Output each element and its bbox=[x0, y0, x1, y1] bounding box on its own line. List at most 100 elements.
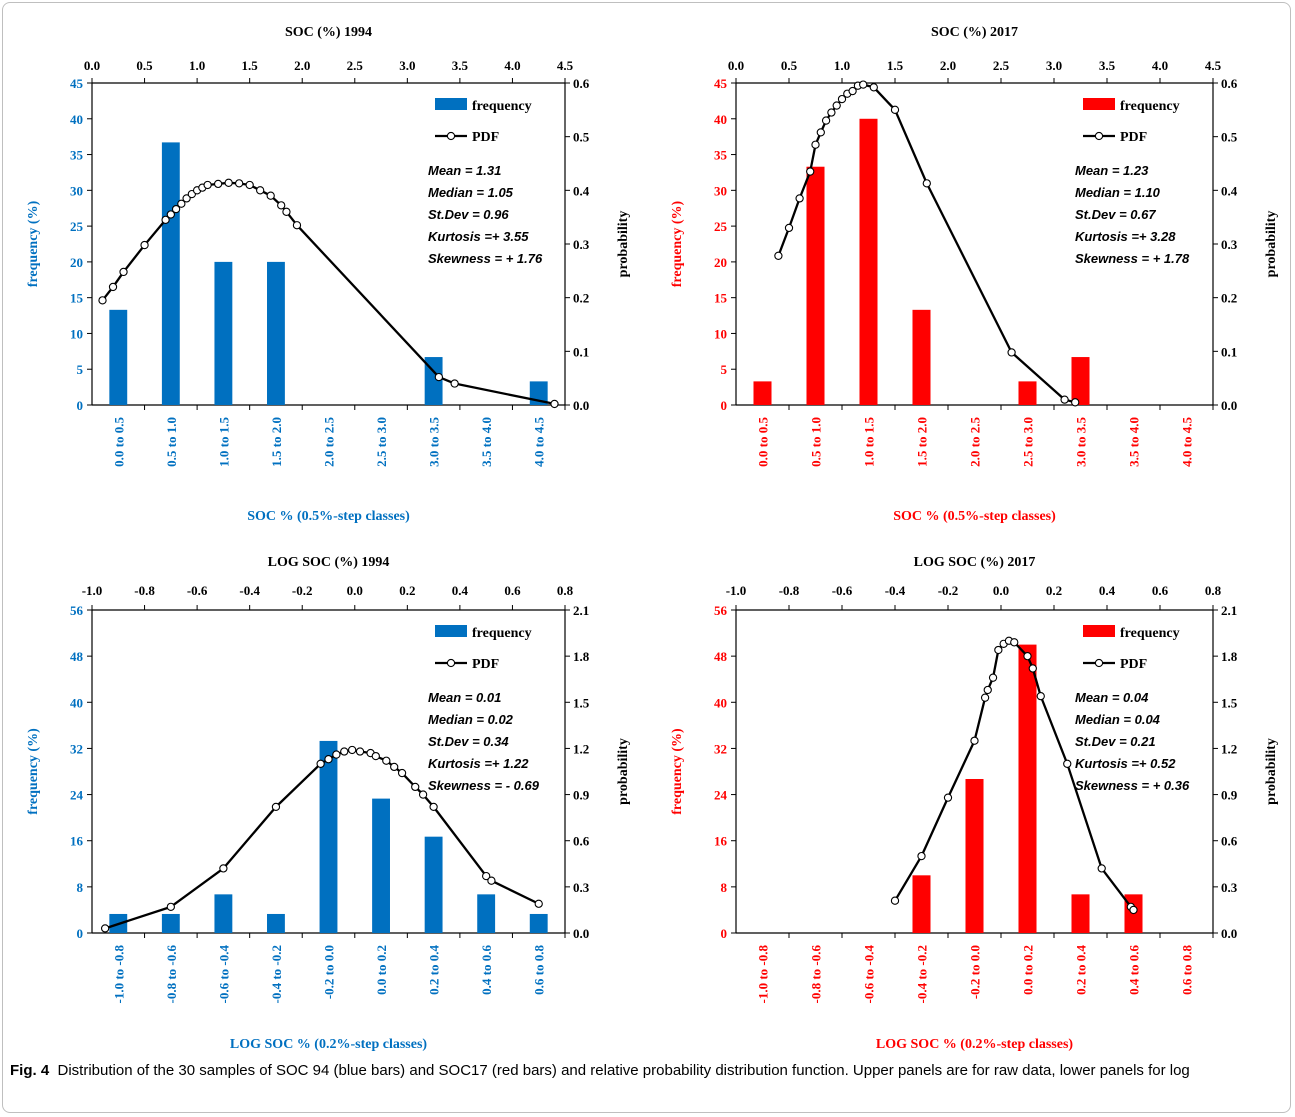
y-tick-label: 30 bbox=[70, 183, 83, 198]
x-tick-label: 1.0 to 1.5 bbox=[862, 417, 877, 467]
x-tick-label: 3.0 to 3.5 bbox=[1074, 417, 1089, 467]
bar bbox=[912, 309, 931, 405]
x2-tick-label: 0.5 bbox=[136, 58, 153, 73]
x2-tick-label: 4.5 bbox=[557, 58, 574, 73]
y2-tick-label: 1.8 bbox=[1221, 649, 1238, 664]
y2-axis-label: probability bbox=[616, 738, 631, 805]
x-tick-label: 0.0 to 0.2 bbox=[374, 945, 389, 995]
x-tick-label: -0.2 to 0.0 bbox=[322, 945, 337, 999]
x-tick-label: 0.6 to 0.8 bbox=[532, 945, 547, 995]
y2-tick-label: 1.2 bbox=[1221, 741, 1237, 756]
pdf-point bbox=[429, 802, 438, 812]
pdf-point bbox=[292, 221, 302, 230]
bar bbox=[1071, 894, 1090, 933]
x2-tick-label: 3.5 bbox=[452, 58, 469, 73]
pdf-point bbox=[816, 128, 825, 137]
chart-title: LOG SOC (%) 2017 bbox=[914, 555, 1036, 570]
stats-line: Median = 0.04 bbox=[1075, 712, 1161, 727]
pdf-point bbox=[988, 673, 998, 682]
y2-tick-label: 0.3 bbox=[573, 237, 590, 252]
y-tick-label: 0 bbox=[77, 926, 84, 941]
stats-line: Median = 0.02 bbox=[428, 712, 514, 727]
pdf-point bbox=[848, 86, 857, 96]
x2-tick-label: 3.0 bbox=[1046, 58, 1062, 73]
x-tick-label: 0.2 to 0.4 bbox=[1074, 945, 1089, 995]
y2-tick-label: 0.2 bbox=[573, 291, 589, 306]
bar bbox=[319, 740, 338, 933]
y2-tick-label: 1.5 bbox=[573, 695, 590, 710]
y-tick-label: 16 bbox=[70, 834, 84, 849]
y2-tick-label: 0.0 bbox=[1221, 926, 1237, 941]
x2-tick-label: 4.0 bbox=[504, 58, 520, 73]
x-tick-label: 3.5 to 4.0 bbox=[1127, 417, 1142, 467]
pdf-point bbox=[119, 267, 128, 277]
y-tick-label: 8 bbox=[77, 880, 84, 895]
bar bbox=[1071, 357, 1090, 405]
bar bbox=[1018, 644, 1037, 933]
pdf-point bbox=[983, 685, 992, 695]
chart-panel-3: LOG SOC (%) 1994 0 8 16 24 32 40 48 56 0.0 0.3 0.6 0… bbox=[26, 555, 631, 1052]
legend-line-label: PDF bbox=[1120, 130, 1147, 145]
pdf-point bbox=[245, 180, 254, 190]
pdf-point bbox=[922, 179, 931, 188]
stats-line: Kurtosis =+ 3.55 bbox=[428, 229, 529, 244]
x-tick-label: 0.2 to 0.4 bbox=[427, 945, 442, 995]
x-tick-label: 1.0 to 1.5 bbox=[216, 417, 231, 467]
bar bbox=[753, 381, 772, 405]
x2-tick-label: 2.5 bbox=[347, 58, 364, 73]
y-tick-label: 48 bbox=[714, 649, 728, 664]
stats-line: Kurtosis =+ 0.52 bbox=[1075, 756, 1176, 771]
pdf-point bbox=[534, 899, 543, 908]
y-tick-label: 5 bbox=[77, 362, 84, 377]
y-tick-label: 20 bbox=[70, 255, 83, 270]
legend-bar-swatch bbox=[1083, 625, 1115, 637]
y-tick-label: 24 bbox=[714, 788, 728, 803]
x-tick-label: -1.0 to -0.8 bbox=[756, 945, 771, 1004]
pdf-point bbox=[837, 94, 847, 104]
y-tick-label: 16 bbox=[714, 834, 728, 849]
pdf-point bbox=[347, 745, 357, 755]
stats-line: Skewness = - 0.69 bbox=[428, 778, 540, 793]
x-axis-label: SOC % (0.5%-step classes) bbox=[893, 509, 1056, 524]
pdf-point bbox=[784, 223, 794, 233]
y-tick-label: 25 bbox=[714, 219, 728, 234]
x2-tick-label: 0.0 bbox=[993, 583, 1009, 598]
x2-tick-label: 1.5 bbox=[242, 58, 259, 73]
legend-bar-swatch bbox=[435, 98, 467, 110]
pdf-point bbox=[821, 116, 831, 125]
x2-tick-label: -0.2 bbox=[292, 583, 313, 598]
y2-tick-label: 0.2 bbox=[1221, 291, 1237, 306]
pdf-point bbox=[271, 802, 281, 812]
x2-tick-label: 0.0 bbox=[84, 58, 100, 73]
y-tick-label: 45 bbox=[714, 76, 728, 91]
x2-tick-label: -0.8 bbox=[134, 583, 155, 598]
x2-tick-label: 0.0 bbox=[347, 583, 363, 598]
x-tick-label: 3.0 to 3.5 bbox=[427, 417, 442, 467]
x-tick-label: 0.0 to 0.5 bbox=[756, 417, 771, 467]
legend-line-label: PDF bbox=[472, 130, 499, 145]
y-tick-label: 40 bbox=[714, 112, 727, 127]
legend-bar-label: frequency bbox=[1120, 99, 1180, 114]
pdf-point bbox=[980, 693, 990, 702]
pdf-point bbox=[108, 282, 118, 292]
y-tick-label: 25 bbox=[70, 219, 84, 234]
y2-tick-label: 0.6 bbox=[1221, 834, 1238, 849]
legend-bar-label: frequency bbox=[472, 626, 532, 641]
x2-tick-label: 0.2 bbox=[399, 583, 415, 598]
x2-tick-label: -1.0 bbox=[726, 583, 747, 598]
pdf-point bbox=[418, 790, 428, 799]
x2-tick-label: 3.0 bbox=[399, 58, 415, 73]
x-tick-label: -0.8 to -0.6 bbox=[164, 945, 179, 1004]
figure-charts: SOC (%) 19940510152025303540450.00.10.20… bbox=[26, 25, 1279, 1052]
pdf-point bbox=[219, 864, 228, 873]
x2-tick-label: 4.5 bbox=[1205, 58, 1222, 73]
pdf-point bbox=[970, 736, 979, 745]
x-tick-label: 1.5 to 2.0 bbox=[269, 417, 284, 467]
y-tick-label: 0 bbox=[721, 926, 728, 941]
x2-tick-label: 3.5 bbox=[1099, 58, 1116, 73]
x2-tick-label: 2.5 bbox=[993, 58, 1010, 73]
pdf-point bbox=[316, 759, 325, 768]
x2-tick-label: -1.0 bbox=[82, 583, 103, 598]
pdf-point bbox=[340, 747, 349, 756]
x-axis-label: SOC % (0.5%-step classes) bbox=[247, 509, 410, 524]
